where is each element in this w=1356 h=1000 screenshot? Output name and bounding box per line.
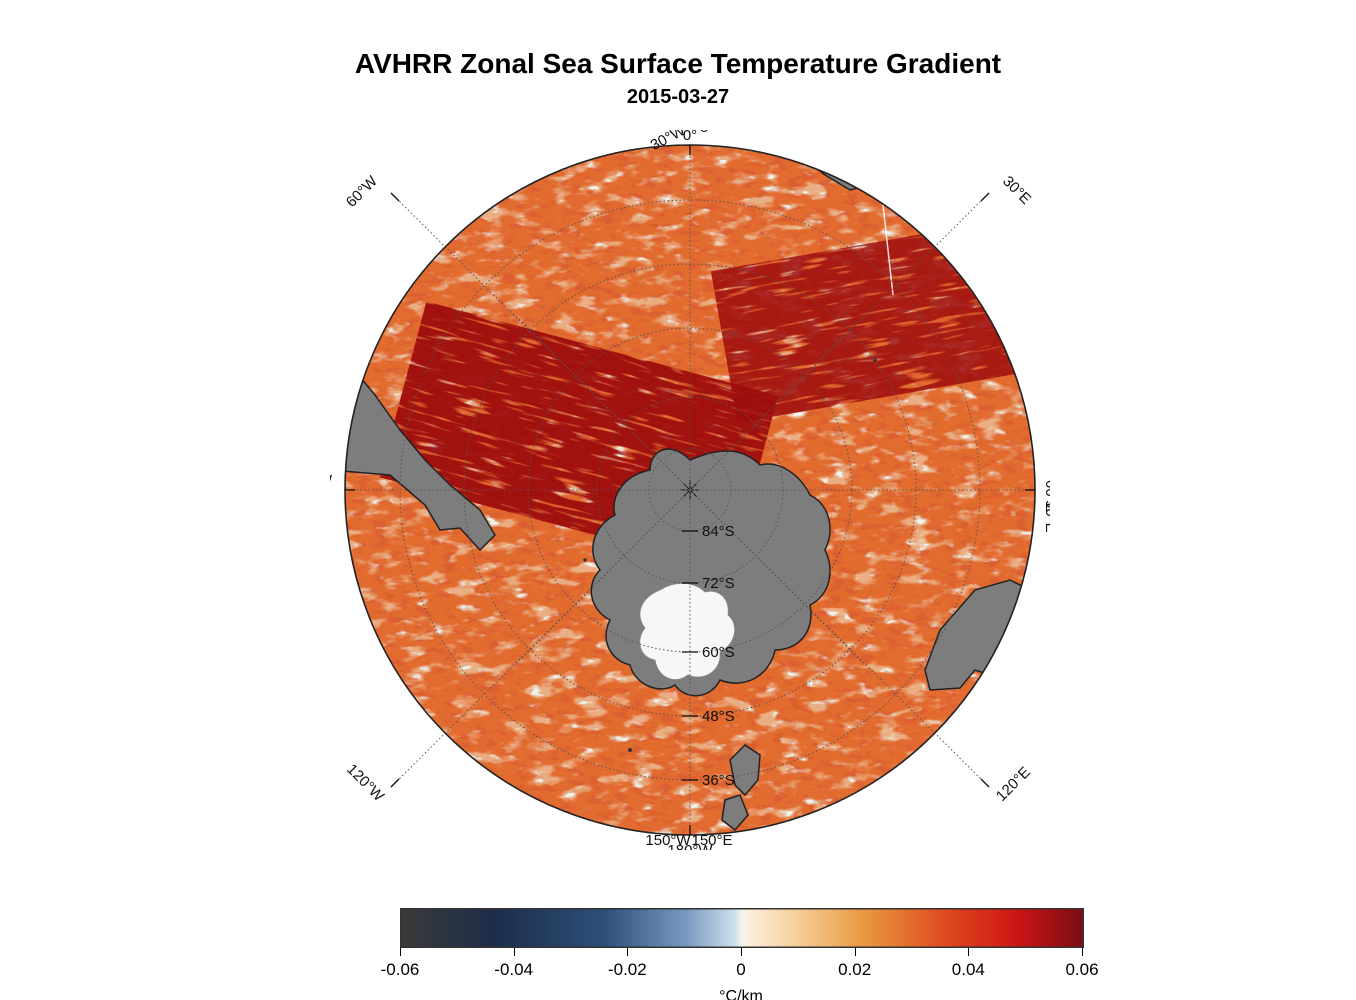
colorbar-tick-0.02: [855, 948, 856, 956]
colorbar-ticks: [400, 948, 1082, 958]
colorbar-tick-0.04: [968, 948, 969, 956]
lon-label-90W: 90°W: [330, 472, 333, 489]
colorbar-tick-0: [741, 948, 742, 956]
colorbar-tick-0.06: [1082, 948, 1083, 956]
colorbar-unit-label: °C/km: [400, 988, 1082, 1000]
lon-label-120E: 120°E: [993, 764, 1034, 805]
colorbar-number-0.02: 0.02: [838, 960, 871, 980]
lon-label-150W: 150°W: [645, 832, 691, 849]
colorbar-number-0.04: 0.04: [952, 960, 985, 980]
lon-label-90E: 90°E: [1042, 500, 1050, 533]
lat-label-36S: 36°S: [702, 772, 735, 789]
colorbar-container: -0.06 -0.04 -0.02 0 0.02 0.04 0.06 °C/km: [400, 908, 1082, 1000]
page-title: AVHRR Zonal Sea Surface Temperature Grad…: [0, 48, 1356, 80]
polar-sst-gradient-chart[interactable]: 84°S 72°S 60°S 48°S 36°S 0° 30°E 60°E 90…: [330, 130, 1050, 850]
degree-symbol-top: o: [700, 130, 708, 136]
lat-label-48S: 48°S: [702, 708, 735, 725]
colorbar-number--0.02: -0.02: [608, 960, 647, 980]
colorbar-tick-labels: -0.06 -0.04 -0.02 0 0.02 0.04 0.06: [400, 958, 1082, 984]
polar-plot-container: 84°S 72°S 60°S 48°S 36°S 0° 30°E 60°E 90…: [330, 130, 1050, 850]
colorbar-gradient-bar[interactable]: [400, 908, 1084, 948]
colorbar-tick--0.06: [400, 948, 401, 956]
lon-label-30E: 30°E: [999, 173, 1034, 208]
colorbar-number-0: 0: [736, 960, 745, 980]
colorbar-number-0.06: 0.06: [1065, 960, 1098, 980]
lat-label-84S: 84°S: [702, 523, 735, 540]
small-island-1: [628, 748, 632, 752]
lon-label-60W: 60°W: [343, 172, 382, 211]
colorbar-tick--0.04: [514, 948, 515, 956]
lat-label-72S: 72°S: [702, 575, 735, 592]
small-island-3: [583, 558, 587, 562]
colorbar-number--0.06: -0.06: [381, 960, 420, 980]
page-subtitle: 2015-03-27: [0, 86, 1356, 109]
lat-label-60S: 60°S: [702, 644, 735, 661]
colorbar-tick--0.02: [627, 948, 628, 956]
lon-label-120W: 120°W: [343, 761, 388, 806]
colorbar-number--0.04: -0.04: [494, 960, 533, 980]
